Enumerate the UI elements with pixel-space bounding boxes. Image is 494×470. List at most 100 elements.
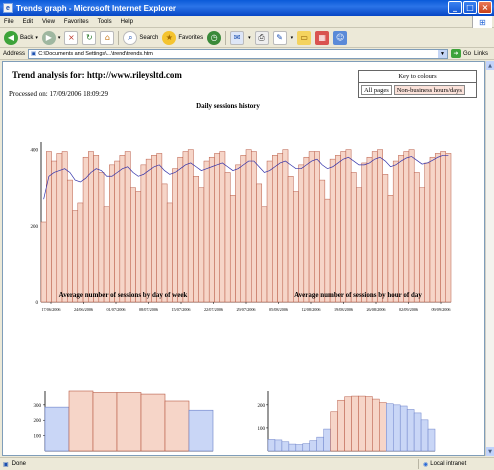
y-tick-label: 0 bbox=[36, 301, 39, 306]
vertical-scrollbar[interactable]: ▲ ▼ bbox=[485, 61, 494, 456]
address-dropdown-icon[interactable]: ▼ bbox=[438, 49, 448, 58]
dow-bar bbox=[44, 406, 70, 452]
daily-bar bbox=[124, 151, 131, 303]
hour-bar bbox=[309, 440, 317, 452]
hour-bar bbox=[399, 405, 408, 452]
links-label[interactable]: Links bbox=[474, 50, 489, 57]
scroll-down-icon[interactable]: ▼ bbox=[486, 447, 494, 456]
x-tick-label: 9 bbox=[333, 455, 336, 456]
y-tick-label: 200 bbox=[31, 225, 39, 230]
maximize-button[interactable]: □ bbox=[463, 1, 477, 14]
stop-icon[interactable]: × bbox=[64, 30, 79, 45]
daily-bar bbox=[382, 174, 389, 303]
x-tick-label: 05/08/2006 bbox=[269, 307, 288, 312]
daily-bar bbox=[61, 151, 68, 303]
menu-view[interactable]: View bbox=[42, 18, 55, 25]
page-content: Trend analysis for: http://www.rileysltd… bbox=[2, 61, 485, 456]
hour-bar bbox=[406, 409, 415, 452]
print-icon[interactable]: ⎙ bbox=[254, 30, 269, 45]
research-icon[interactable]: ▦ bbox=[315, 30, 330, 45]
edit-dropdown-icon[interactable]: ▾ bbox=[290, 34, 294, 41]
history-icon[interactable]: ◷ bbox=[207, 30, 222, 45]
x-tick-label: 19/08/2006 bbox=[334, 307, 353, 312]
x-tick-label: 17 bbox=[388, 455, 393, 456]
x-tick-label: 19 bbox=[401, 455, 406, 456]
home-icon[interactable]: ⌂ bbox=[100, 30, 115, 45]
key-non-business: Non-business hours/days bbox=[393, 85, 465, 95]
daily-bar bbox=[140, 164, 147, 303]
go-button[interactable]: ➜ Go bbox=[451, 49, 471, 58]
x-tick-label: 5 bbox=[305, 455, 308, 456]
daily-bar bbox=[377, 149, 383, 303]
daily-bar bbox=[219, 151, 226, 303]
dow-bar bbox=[188, 409, 214, 452]
key-title: Key to colours bbox=[359, 71, 476, 83]
daily-bar bbox=[303, 156, 310, 303]
daily-bar bbox=[51, 160, 58, 303]
x-tick-label: 12 bbox=[353, 455, 358, 456]
processed-timestamp: Processed on: 17/09/2006 18:09:29 bbox=[9, 90, 108, 98]
menu-file[interactable]: File bbox=[4, 18, 14, 25]
menu-help[interactable]: Help bbox=[120, 18, 133, 25]
back-label: Back bbox=[20, 34, 34, 41]
menu-favorites[interactable]: Favorites bbox=[63, 18, 89, 25]
daily-bar bbox=[251, 151, 257, 303]
colour-key: Key to colours All pages Non-business ho… bbox=[358, 70, 477, 98]
close-button[interactable]: × bbox=[478, 1, 492, 14]
daily-bar bbox=[56, 153, 63, 303]
minimize-button[interactable]: _ bbox=[448, 1, 462, 14]
hour-bar bbox=[288, 443, 297, 452]
refresh-icon[interactable]: ↻ bbox=[82, 30, 97, 45]
moving-average-line bbox=[43, 154, 449, 200]
daily-bar bbox=[272, 155, 278, 303]
favorites-button[interactable]: ★ Favorites bbox=[162, 30, 203, 45]
daily-bar bbox=[256, 183, 263, 303]
daily-bar bbox=[109, 164, 115, 303]
hour-bar bbox=[274, 439, 283, 452]
daily-bar bbox=[119, 155, 126, 303]
mail-dropdown-icon[interactable]: ▾ bbox=[248, 34, 251, 41]
daily-bar bbox=[93, 155, 100, 303]
daily-bar bbox=[298, 164, 305, 303]
daily-bar bbox=[424, 162, 431, 303]
search-button[interactable]: ⌕ Search bbox=[123, 30, 158, 45]
address-input[interactable]: ▣ C:\Documents and Settings\...\trend\tr… bbox=[28, 48, 449, 59]
hour-bar bbox=[372, 398, 380, 452]
x-tick-label: 22/07/2006 bbox=[204, 307, 223, 312]
key-all-pages: All pages bbox=[361, 85, 392, 95]
x-tick-label: 24/06/2006 bbox=[74, 307, 93, 312]
daily-bar bbox=[240, 155, 247, 303]
status-bar: ▣ Done ◉ Local intranet bbox=[0, 457, 494, 470]
daily-bar bbox=[314, 151, 320, 303]
folder-icon[interactable]: ▭ bbox=[297, 30, 312, 45]
daily-bar bbox=[282, 149, 289, 303]
back-button[interactable]: ◀ Back ▾ bbox=[4, 30, 38, 45]
forward-button[interactable]: ▶ ▾ bbox=[41, 30, 60, 45]
daily-sessions-chart: 0 200 400 17/06/2006 24/06/2006 01/07/2006 08/… bbox=[31, 142, 452, 312]
go-label: Go bbox=[463, 50, 472, 57]
scroll-up-icon[interactable]: ▲ bbox=[486, 61, 494, 70]
y-tick-label: 100 bbox=[34, 435, 42, 440]
x-tick-label: 29/07/2006 bbox=[236, 307, 255, 312]
hour-bar bbox=[413, 412, 422, 452]
daily-bar bbox=[277, 153, 284, 303]
back-dropdown-icon: ▾ bbox=[35, 34, 38, 41]
daily-bar bbox=[67, 179, 73, 303]
messenger-icon[interactable]: ☺ bbox=[333, 30, 348, 45]
daily-chart-title: Daily sessions history bbox=[196, 102, 260, 110]
daily-bar bbox=[203, 160, 210, 303]
mail-icon[interactable]: ✉ bbox=[230, 30, 245, 45]
daily-bar bbox=[224, 172, 231, 303]
edit-icon[interactable]: ✎ bbox=[272, 30, 287, 45]
menu-tools[interactable]: Tools bbox=[97, 18, 112, 25]
hour-bar bbox=[316, 436, 324, 452]
daily-bar bbox=[403, 151, 410, 303]
dow-bar bbox=[68, 390, 94, 452]
menu-edit[interactable]: Edit bbox=[22, 18, 34, 25]
address-bar: Address ▣ C:\Documents and Settings\...\… bbox=[0, 48, 494, 60]
daily-bar bbox=[266, 160, 273, 303]
dow-bar bbox=[116, 392, 142, 452]
daily-bar bbox=[366, 156, 373, 303]
daily-bar bbox=[72, 210, 79, 303]
daily-bar bbox=[361, 162, 368, 303]
